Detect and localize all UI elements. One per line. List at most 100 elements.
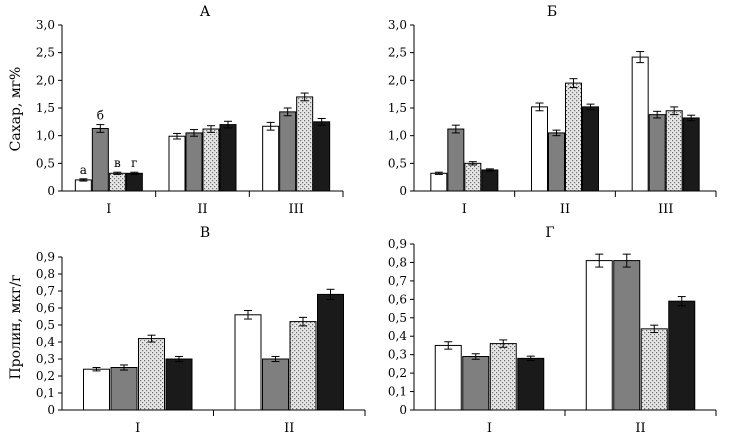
bar-annotation: а (80, 163, 87, 177)
bar (682, 117, 700, 192)
y-tick-label: 0,6 (388, 292, 407, 306)
y-tick-label: 0,1 (388, 385, 407, 399)
bar (108, 172, 126, 192)
y-tick-label: 3,0 (36, 18, 55, 32)
bar (234, 314, 262, 411)
bar (313, 121, 331, 192)
bar (548, 132, 565, 192)
x-tick-label: II (560, 202, 570, 217)
y-tick-label: 0,3 (388, 348, 407, 362)
y-tick-label: 2,0 (388, 73, 407, 87)
bar (168, 135, 186, 192)
bar (517, 357, 545, 411)
bar (481, 169, 499, 192)
y-tick-label: 1,0 (36, 129, 55, 143)
y-tick-label: 0,5 (36, 156, 55, 170)
bar (296, 96, 314, 192)
bar (262, 125, 280, 192)
y-tick-label: 0 (399, 184, 407, 198)
bar (110, 367, 138, 411)
bar-annotation: в (114, 156, 121, 170)
y-tick-label: 0,2 (388, 366, 407, 380)
bar (565, 82, 582, 192)
y-tick-label: 2,5 (388, 46, 407, 60)
bar (665, 110, 683, 192)
panel-b: Б 00,51,01,52,02,53,0I II III (388, 4, 717, 217)
bar (489, 343, 517, 411)
bar (279, 111, 297, 192)
bar (202, 128, 220, 192)
x-tick-label: I (462, 202, 467, 217)
y-tick-label: 0 (47, 403, 55, 417)
bar (317, 293, 344, 411)
bar (631, 56, 649, 192)
panel-c-plot: 00,10,20,30,40,50,60,70,80,9I II (36, 250, 366, 436)
bar (165, 358, 193, 411)
y-tick-label: 0 (47, 184, 55, 198)
y-tick-label: 0,4 (36, 335, 55, 349)
y-tick-label: 0,5 (36, 318, 55, 332)
y-tick-label: 3,0 (388, 18, 407, 32)
x-tick-label: III (658, 202, 673, 217)
y-tick-label: 2,5 (36, 46, 55, 60)
y-tick-label: 0,6 (36, 301, 55, 315)
y-tick-label: 0,4 (388, 329, 407, 343)
bar (462, 356, 490, 411)
x-tick-label: II (197, 202, 207, 217)
panel-a-title: А (200, 4, 211, 20)
bar (138, 338, 165, 411)
bar (125, 172, 143, 192)
y-tick-label: 0,7 (36, 284, 55, 298)
panel-b-title: Б (547, 4, 557, 20)
panel-a-ylabel: Сахар, мг% (8, 67, 24, 152)
y-tick-label: 0,7 (388, 274, 407, 288)
y-tick-label: 0,2 (36, 369, 55, 383)
y-tick-label: 0,5 (388, 311, 407, 325)
bar (531, 106, 548, 192)
panel-c-title: В (200, 225, 210, 241)
bar (430, 172, 448, 192)
bar (262, 358, 289, 411)
x-tick-label: I (135, 421, 140, 436)
bar (668, 300, 696, 411)
panel-d-title: Г (545, 225, 554, 241)
bar (91, 127, 109, 192)
bar (613, 260, 641, 411)
bar (585, 260, 613, 411)
bar (464, 162, 482, 192)
bar-annotation: г (131, 156, 137, 170)
panel-b-plot: 00,51,01,52,02,53,0I II III (388, 18, 717, 217)
y-tick-label: 1,5 (388, 101, 407, 115)
y-tick-label: 0,3 (36, 352, 55, 366)
panel-d: Г 00,10,20,30,40,50,60,70,80,9I II (388, 225, 717, 436)
y-tick-label: 0,8 (388, 255, 407, 269)
bar (582, 106, 599, 192)
y-tick-label: 0,9 (388, 237, 407, 251)
bar (185, 132, 203, 192)
panel-c: В Пролин, мкг/г 0 0,1 0,2 0,3 0,4 0,5 0,6 0,7 0,… (8, 225, 366, 436)
bar (648, 114, 666, 192)
bar (219, 124, 237, 192)
y-tick-label: 0,9 (36, 250, 55, 264)
bar (83, 368, 110, 411)
panel-c-ylabel: Пролин, мкг/г (8, 274, 24, 379)
y-tick-label: 1,5 (36, 101, 55, 115)
bar-annotation: б (97, 109, 104, 123)
y-tick-label: 1,0 (388, 129, 407, 143)
bar (74, 179, 92, 192)
y-tick-label: 0,5 (388, 156, 407, 170)
bar (434, 344, 462, 411)
y-tick-label: 0 (399, 403, 407, 417)
x-tick-label: II (635, 421, 645, 436)
x-tick-label: I (106, 202, 111, 217)
y-tick-label: 2,0 (36, 73, 55, 87)
x-tick-label: I (487, 421, 492, 436)
y-tick-label: 0,8 (36, 267, 55, 281)
panel-d-plot: 00,10,20,30,40,50,60,70,80,9I II (388, 237, 717, 436)
y-tick-label: 0,1 (36, 386, 55, 400)
bar (640, 328, 668, 411)
bar (289, 321, 317, 411)
bar (447, 128, 465, 192)
